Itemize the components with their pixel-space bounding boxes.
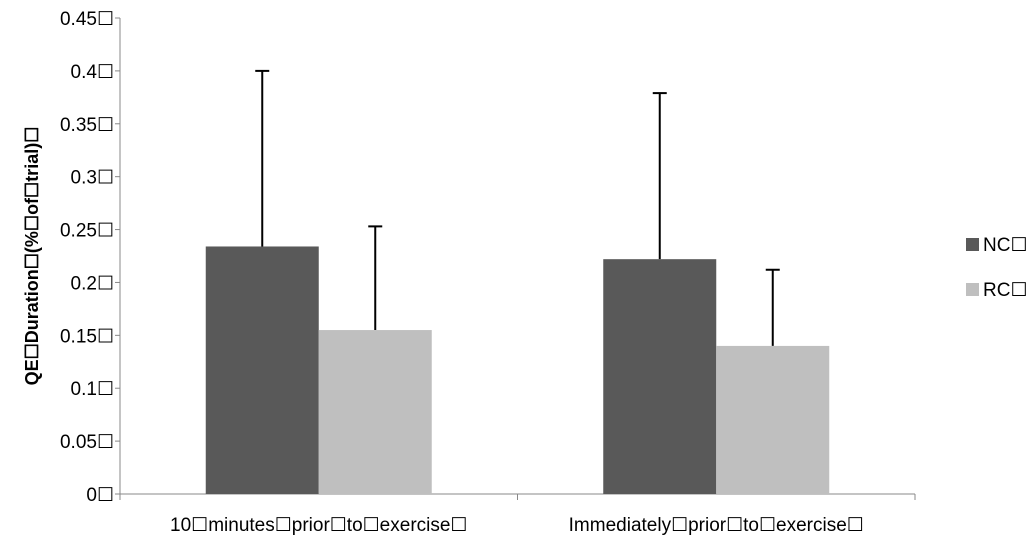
legend-label: NC☐ (983, 235, 1027, 256)
y-tick-label: 0.15☐ (60, 326, 114, 347)
error-bars (255, 69, 780, 346)
bar (716, 345, 830, 494)
y-tick-label: 0.25☐ (60, 221, 114, 242)
y-tick-label: 0.35☐ (60, 115, 114, 136)
y-axis-label: QE☐Duration☐(%☐of☐trial)☐ (22, 127, 42, 386)
y-tick-label: 0.4☐ (71, 62, 114, 83)
bar (603, 259, 717, 494)
x-category-label: 10☐minutes☐prior☐to☐exercise☐ (170, 515, 467, 536)
legend-label: RC☐ (983, 280, 1027, 301)
legend-swatch (966, 283, 979, 296)
y-tick-label: 0.2☐ (71, 273, 114, 294)
bar (318, 330, 432, 494)
bars (205, 246, 830, 494)
x-axis: 10☐minutes☐prior☐to☐exercise☐ Immediately… (119, 493, 916, 536)
y-tick-label: 0.1☐ (71, 379, 114, 400)
legend: NC☐ RC☐ (966, 235, 1027, 301)
bar (205, 246, 319, 494)
y-tick-label: 0.45☐ (60, 9, 114, 30)
y-tick-label: 0.05☐ (60, 432, 114, 453)
x-category-label: Immediately☐prior☐to☐exercise☐ (569, 515, 864, 536)
y-tick-label: 0.3☐ (71, 168, 114, 189)
legend-swatch (966, 238, 979, 251)
y-axis: 0☐ 0.05☐ 0.1☐ 0.15☐ 0.2☐ 0.25☐ 0.3☐ 0.35☐ 0.4☐ 0.… (60, 9, 121, 506)
y-tick-label: 0☐ (86, 485, 114, 506)
